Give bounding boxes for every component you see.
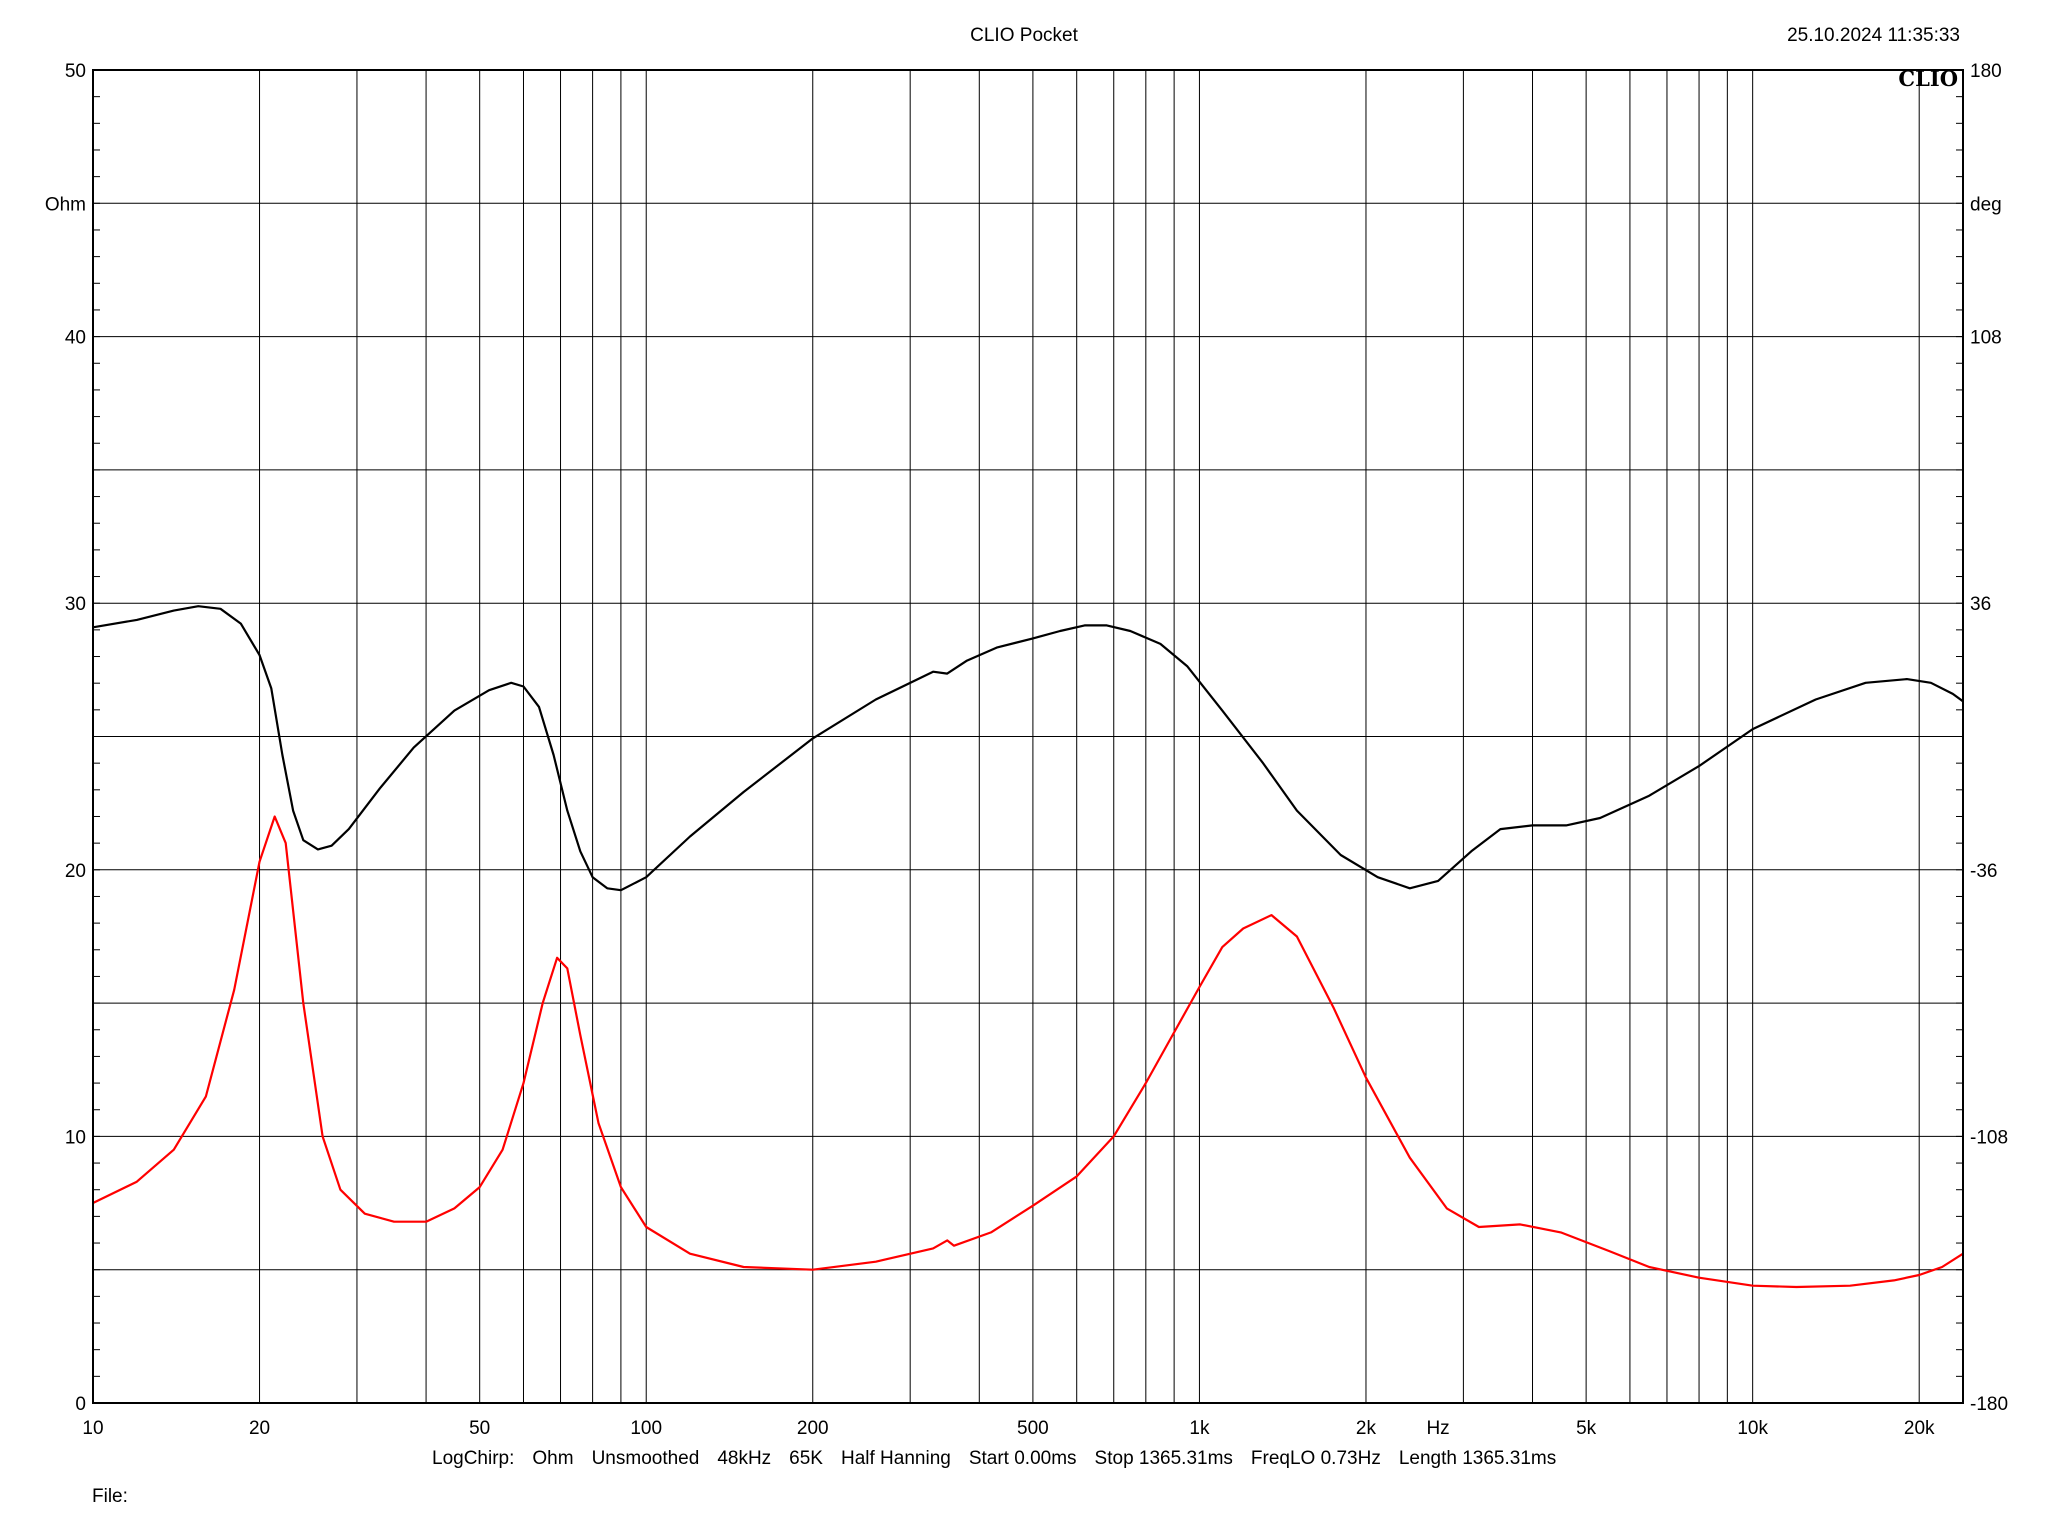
file-label: File: <box>92 1486 128 1507</box>
setting-item: Stop 1365.31ms <box>1094 1448 1233 1469</box>
setting-item: LogChirp: <box>432 1448 515 1469</box>
x-tick-label: 2k <box>1356 1418 1377 1439</box>
x-tick-label: 20k <box>1904 1418 1935 1439</box>
x-tick-label: 100 <box>630 1418 662 1439</box>
y-left-tick-label: 40 <box>65 328 86 349</box>
y-right-tick-label: -36 <box>1970 861 1997 882</box>
x-tick-label: 50 <box>469 1418 490 1439</box>
phase-curve <box>92 605 1964 892</box>
x-tick-label: 5k <box>1576 1418 1597 1439</box>
y-left-tick-label: 20 <box>65 861 86 882</box>
x-tick-label: 500 <box>1017 1418 1049 1439</box>
clio-logo: CLIO <box>1898 66 1958 91</box>
impedance-curve <box>92 815 1964 1289</box>
axis-labels: 10 20 50 100 200 500 1k 2k 5k 10k 20k Hz 0 10 20 30 40 50… <box>45 61 2008 1439</box>
setting-item: Length 1365.31ms <box>1398 1448 1557 1469</box>
y-right-unit: deg <box>1970 194 2002 215</box>
y-right-tick-label: -180 <box>1970 1394 2008 1415</box>
y-left-tick-label: 50 <box>65 61 86 82</box>
y-right-tick-label: 180 <box>1970 61 2002 82</box>
setting-item: Unsmoothed <box>591 1448 700 1469</box>
timestamp: 25.10.2024 11:35:33 <box>1787 25 1960 46</box>
setting-item: 48kHz <box>717 1448 772 1469</box>
y-right-tick-label: 36 <box>1970 594 1991 615</box>
x-tick-label: 10k <box>1737 1418 1768 1439</box>
x-tick-label: 10 <box>82 1418 103 1439</box>
y-right-tick-label: -108 <box>1970 1127 2008 1148</box>
grid <box>92 69 1963 1404</box>
measurement-settings: LogChirp: Ohm Unsmoothed 48kHz 65K Half Hanni… <box>432 1448 1574 1470</box>
setting-item: 65K <box>789 1448 823 1469</box>
plot-frame <box>92 69 1964 1404</box>
y-left-unit: Ohm <box>45 194 86 215</box>
setting-item: Half Hanning <box>840 1448 951 1469</box>
x-tick-label: 200 <box>797 1418 829 1439</box>
setting-item: Ohm <box>532 1448 574 1469</box>
y-left-tick-label: 30 <box>65 594 86 615</box>
y-right-tick-label: 108 <box>1970 328 2002 349</box>
x-tick-label: 1k <box>1189 1418 1210 1439</box>
setting-item: FreqLO 0.73Hz <box>1250 1448 1381 1469</box>
y-left-tick-label: 10 <box>65 1127 86 1148</box>
x-axis-unit: Hz <box>1426 1418 1449 1439</box>
y-left-tick-label: 0 <box>75 1394 86 1415</box>
chart-title: CLIO Pocket <box>970 25 1078 46</box>
setting-item: Start 0.00ms <box>968 1448 1077 1469</box>
x-tick-label: 20 <box>249 1418 270 1439</box>
series-layer <box>92 605 1964 1289</box>
